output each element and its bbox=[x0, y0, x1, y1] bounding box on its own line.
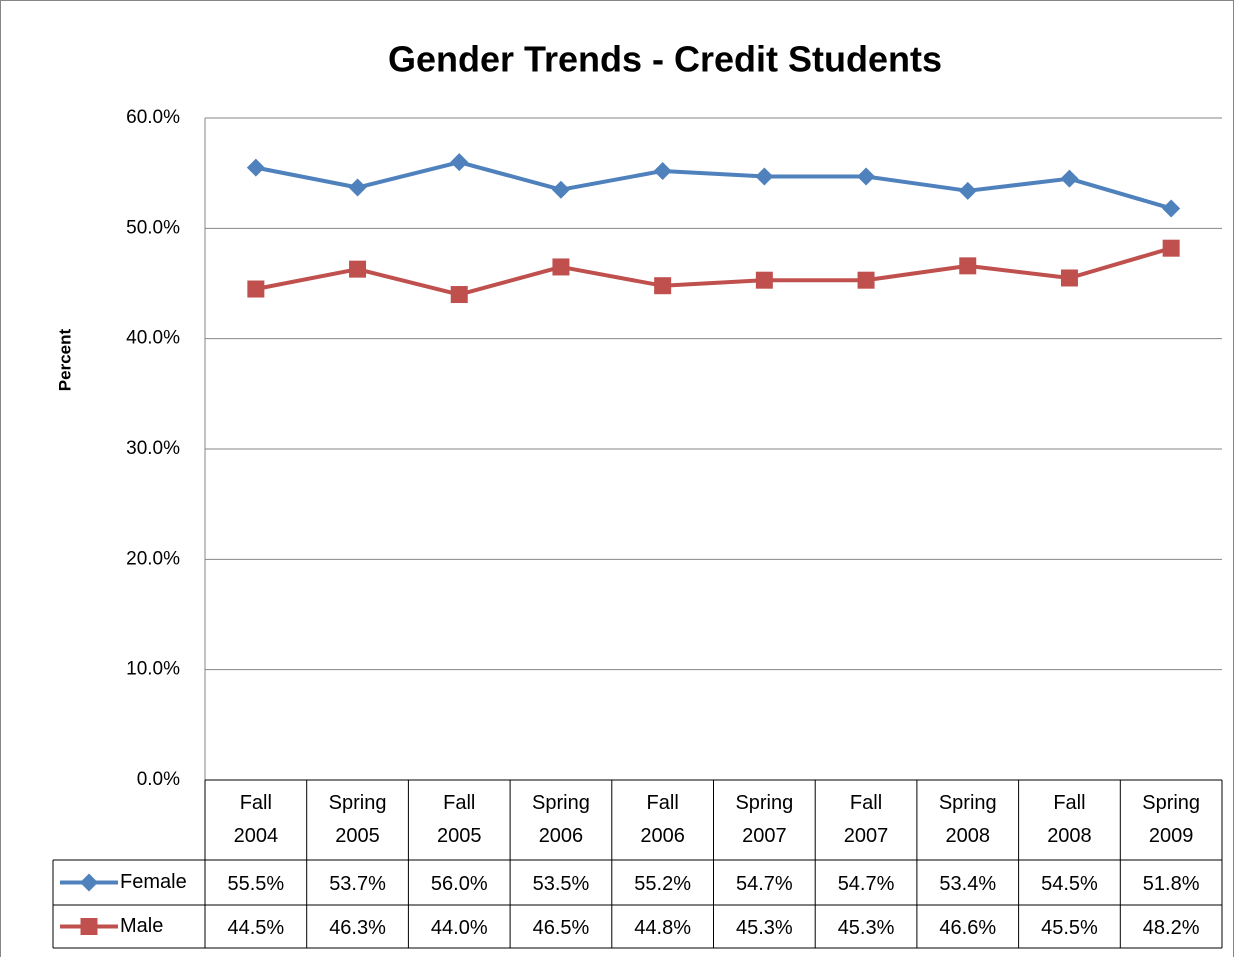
table-value: 53.7% bbox=[329, 873, 386, 895]
legend-key bbox=[80, 918, 98, 935]
x-tick-label-line: Fall bbox=[240, 792, 272, 814]
marker bbox=[349, 260, 367, 278]
x-tick-label: Spring 2008 bbox=[939, 792, 997, 847]
x-tick-label-line: 2009 bbox=[1149, 825, 1194, 847]
table-value: 54.7% bbox=[736, 873, 793, 895]
table-value: 56.0% bbox=[431, 873, 488, 895]
chart-title: Gender Trends - Credit Students bbox=[388, 39, 942, 80]
y-tick-label: 30.0% bbox=[126, 438, 180, 459]
table-value: 51.8% bbox=[1143, 873, 1200, 895]
x-tick-label-line: Fall bbox=[443, 792, 475, 814]
x-tick-label: Spring 2005 bbox=[329, 792, 387, 847]
x-tick-label-line: 2007 bbox=[742, 825, 787, 847]
marker bbox=[755, 271, 773, 289]
marker bbox=[348, 178, 367, 197]
x-tick-label-line: Spring bbox=[329, 792, 387, 814]
x-tick-label-line: 2005 bbox=[437, 825, 482, 847]
table-value: 53.4% bbox=[939, 873, 996, 895]
y-tick-label: 10.0% bbox=[126, 659, 180, 680]
marker bbox=[246, 158, 265, 177]
x-tick-label-line: Fall bbox=[850, 792, 882, 814]
table-value: 44.5% bbox=[227, 917, 284, 939]
y-tick-label: 20.0% bbox=[126, 548, 180, 569]
x-tick-label-line: 2008 bbox=[1047, 825, 1092, 847]
series-line bbox=[255, 246, 1172, 297]
legend-marker bbox=[80, 918, 98, 935]
x-tick-label: Spring 2009 bbox=[1142, 792, 1200, 847]
marker bbox=[857, 271, 875, 289]
marker bbox=[551, 180, 570, 199]
marker bbox=[1162, 199, 1181, 218]
marker bbox=[1060, 269, 1078, 287]
series-line bbox=[255, 160, 1172, 211]
x-tick-label: Spring 2006 bbox=[532, 792, 590, 847]
legend-key bbox=[80, 873, 98, 892]
x-tick-label-line: Fall bbox=[647, 792, 679, 814]
x-tick-label-line: 2008 bbox=[946, 825, 991, 847]
x-tick-label-line: Spring bbox=[939, 792, 997, 814]
marker bbox=[958, 181, 977, 200]
y-tick-label: 60.0% bbox=[126, 107, 180, 128]
x-tick-label: Fall 2004 bbox=[234, 792, 279, 847]
marker bbox=[450, 153, 469, 172]
x-tick-label: Fall 2007 bbox=[844, 792, 889, 847]
marker bbox=[1162, 239, 1180, 257]
y-tick-label: 40.0% bbox=[126, 328, 180, 349]
x-tick-label: Fall 2006 bbox=[640, 792, 685, 847]
legend-marker bbox=[80, 873, 98, 892]
y-axis-label: Percent bbox=[55, 328, 74, 391]
table-value: 45.3% bbox=[736, 917, 793, 939]
table-value: 46.6% bbox=[939, 917, 996, 939]
legend-label: Male bbox=[120, 915, 163, 937]
table-value: 53.5% bbox=[533, 873, 590, 895]
marker bbox=[755, 167, 774, 186]
marker bbox=[857, 167, 876, 186]
table-value: 45.3% bbox=[838, 917, 895, 939]
x-tick-label-line: Spring bbox=[1142, 792, 1200, 814]
x-tick-label-line: 2005 bbox=[335, 825, 380, 847]
y-tick-label: 50.0% bbox=[126, 217, 180, 238]
x-tick-label-line: 2006 bbox=[640, 825, 685, 847]
marker bbox=[654, 277, 672, 295]
x-tick-label-line: 2006 bbox=[539, 825, 584, 847]
table-value: 44.0% bbox=[431, 917, 488, 939]
legend-label: Female bbox=[120, 871, 187, 893]
table-value: 54.5% bbox=[1041, 873, 1098, 895]
table-value: 46.5% bbox=[533, 917, 590, 939]
x-tick-label: Fall 2008 bbox=[1047, 792, 1092, 847]
x-tick-label: Spring 2007 bbox=[735, 792, 793, 847]
table-value: 46.3% bbox=[329, 917, 386, 939]
marker bbox=[247, 280, 265, 298]
x-tick-label-line: 2007 bbox=[844, 825, 889, 847]
table-value: 45.5% bbox=[1041, 917, 1098, 939]
marker bbox=[552, 258, 570, 276]
x-tick-label-line: Fall bbox=[1053, 792, 1085, 814]
table-value: 48.2% bbox=[1143, 917, 1200, 939]
table-value: 55.2% bbox=[634, 873, 691, 895]
marker bbox=[959, 257, 977, 275]
x-tick-label-line: Spring bbox=[532, 792, 590, 814]
y-tick-label: 0.0% bbox=[137, 769, 180, 790]
table-value: 54.7% bbox=[838, 873, 895, 895]
marker bbox=[1060, 169, 1079, 188]
marker bbox=[450, 286, 468, 304]
marker bbox=[653, 161, 672, 180]
x-tick-label: Fall 2005 bbox=[437, 792, 482, 847]
x-tick-label-line: Spring bbox=[735, 792, 793, 814]
table-value: 55.5% bbox=[227, 873, 284, 895]
table-value: 44.8% bbox=[634, 917, 691, 939]
x-tick-label-line: 2004 bbox=[234, 825, 279, 847]
